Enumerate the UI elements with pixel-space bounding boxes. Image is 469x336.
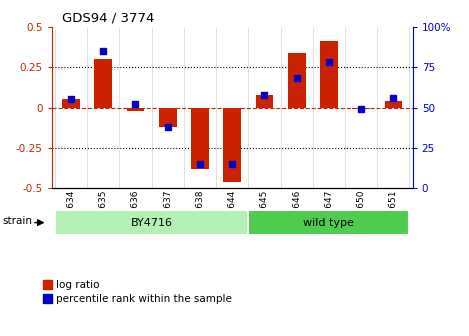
Bar: [62, 99, 80, 108]
FancyBboxPatch shape: [248, 210, 409, 236]
Bar: [352, 108, 370, 109]
Text: strain: strain: [3, 216, 32, 226]
Bar: [320, 41, 338, 108]
Bar: [385, 101, 402, 108]
Text: GDS94 / 3774: GDS94 / 3774: [62, 11, 155, 24]
Bar: [256, 95, 273, 108]
Bar: [94, 59, 112, 108]
Text: wild type: wild type: [303, 218, 354, 227]
Text: BY4716: BY4716: [130, 218, 173, 227]
Bar: [223, 108, 241, 182]
FancyBboxPatch shape: [55, 210, 248, 236]
Bar: [159, 108, 176, 127]
Bar: [127, 108, 144, 111]
Bar: [191, 108, 209, 169]
Bar: [288, 53, 305, 108]
Legend: log ratio, percentile rank within the sample: log ratio, percentile rank within the sa…: [43, 281, 232, 304]
